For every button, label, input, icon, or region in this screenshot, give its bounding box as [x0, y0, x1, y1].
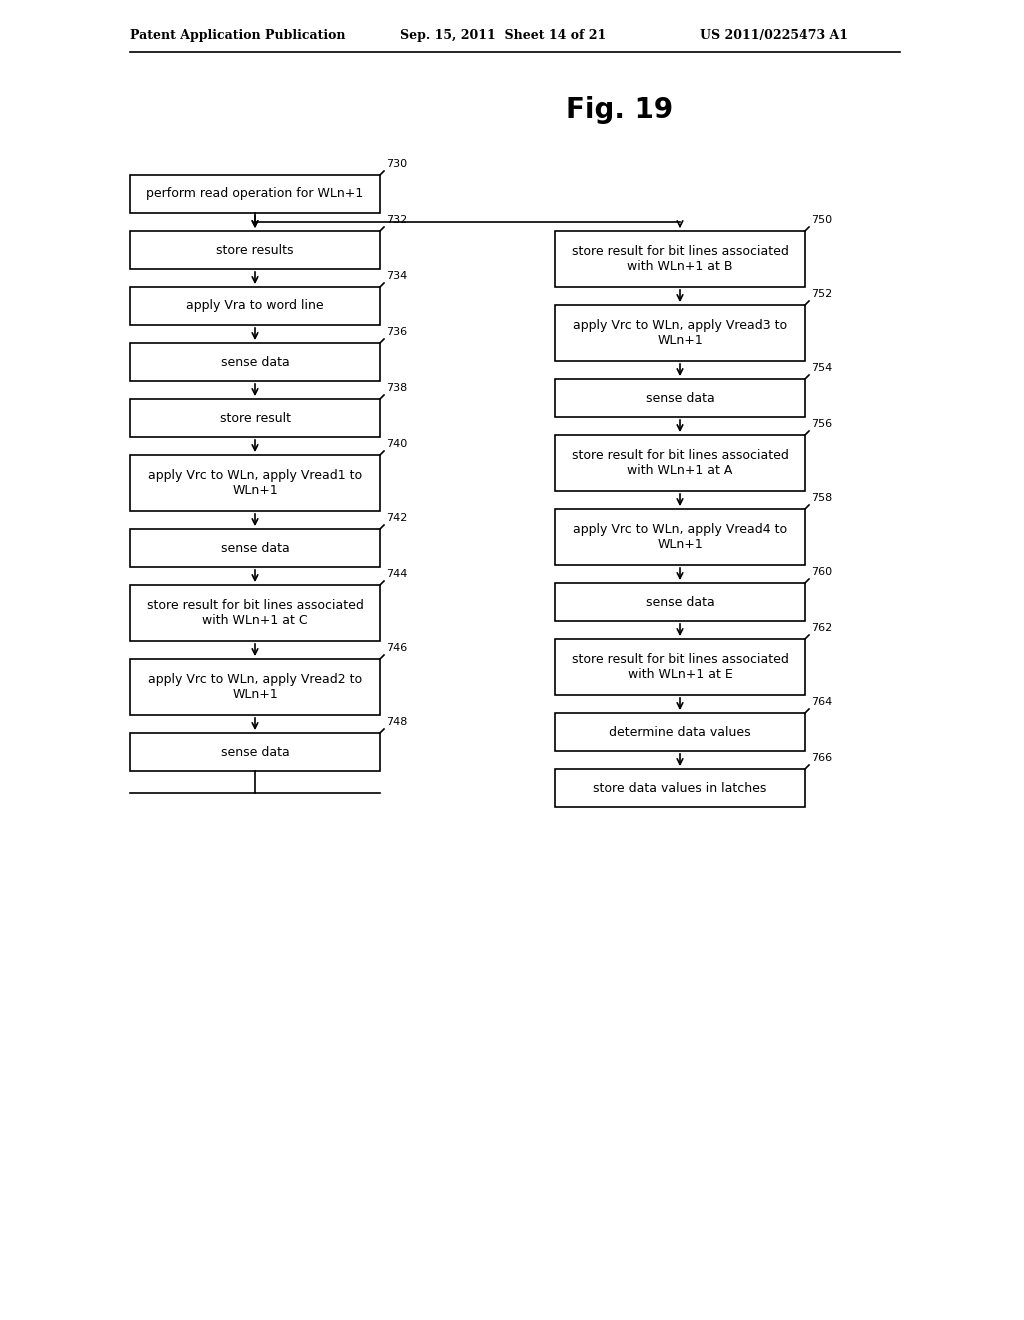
Bar — [555, 713, 805, 751]
Text: Patent Application Publication: Patent Application Publication — [130, 29, 345, 41]
Bar — [130, 286, 380, 325]
Bar — [555, 583, 805, 620]
Text: 734: 734 — [386, 271, 408, 281]
Text: 730: 730 — [386, 158, 408, 169]
Text: store result: store result — [219, 412, 291, 425]
Bar — [130, 529, 380, 568]
Text: 762: 762 — [811, 623, 833, 634]
Text: 744: 744 — [386, 569, 408, 579]
Text: 752: 752 — [811, 289, 833, 300]
Bar — [555, 510, 805, 565]
Text: store data values in latches: store data values in latches — [593, 781, 767, 795]
Text: 738: 738 — [386, 383, 408, 393]
Text: store result for bit lines associated
with WLn+1 at A: store result for bit lines associated wi… — [571, 449, 788, 477]
Text: sense data: sense data — [220, 746, 290, 759]
Text: 740: 740 — [386, 440, 408, 449]
Bar — [555, 639, 805, 696]
Text: sense data: sense data — [220, 541, 290, 554]
Text: Sep. 15, 2011  Sheet 14 of 21: Sep. 15, 2011 Sheet 14 of 21 — [400, 29, 606, 41]
Bar — [130, 176, 380, 213]
Text: perform read operation for WLn+1: perform read operation for WLn+1 — [146, 187, 364, 201]
Text: store result for bit lines associated
with WLn+1 at E: store result for bit lines associated wi… — [571, 653, 788, 681]
Text: apply Vrc to WLn, apply Vread1 to
WLn+1: apply Vrc to WLn, apply Vread1 to WLn+1 — [147, 469, 362, 498]
Bar — [130, 585, 380, 642]
Bar — [555, 379, 805, 417]
Text: 760: 760 — [811, 568, 833, 577]
Bar — [555, 770, 805, 807]
Text: 746: 746 — [386, 643, 408, 653]
Text: 736: 736 — [386, 327, 408, 337]
Text: 764: 764 — [811, 697, 833, 708]
Text: 748: 748 — [386, 717, 408, 727]
Bar — [130, 399, 380, 437]
Text: 742: 742 — [386, 513, 408, 523]
Text: store result for bit lines associated
with WLn+1 at C: store result for bit lines associated wi… — [146, 599, 364, 627]
Text: apply Vra to word line: apply Vra to word line — [186, 300, 324, 313]
Bar — [130, 455, 380, 511]
Text: apply Vrc to WLn, apply Vread4 to
WLn+1: apply Vrc to WLn, apply Vread4 to WLn+1 — [573, 523, 787, 550]
Text: US 2011/0225473 A1: US 2011/0225473 A1 — [700, 29, 848, 41]
Bar — [555, 436, 805, 491]
Text: Fig. 19: Fig. 19 — [566, 96, 674, 124]
Bar — [555, 305, 805, 360]
Text: 756: 756 — [811, 418, 833, 429]
Text: 758: 758 — [811, 492, 833, 503]
Text: 754: 754 — [811, 363, 833, 374]
Text: 766: 766 — [811, 752, 833, 763]
Text: sense data: sense data — [645, 595, 715, 609]
Bar — [555, 231, 805, 286]
Bar — [130, 231, 380, 269]
Text: store result for bit lines associated
with WLn+1 at B: store result for bit lines associated wi… — [571, 246, 788, 273]
Bar — [130, 659, 380, 715]
Text: store results: store results — [216, 243, 294, 256]
Text: apply Vrc to WLn, apply Vread2 to
WLn+1: apply Vrc to WLn, apply Vread2 to WLn+1 — [147, 673, 362, 701]
Text: apply Vrc to WLn, apply Vread3 to
WLn+1: apply Vrc to WLn, apply Vread3 to WLn+1 — [573, 319, 787, 347]
Text: sense data: sense data — [645, 392, 715, 404]
Text: 750: 750 — [811, 215, 833, 224]
Bar — [130, 733, 380, 771]
Bar — [130, 343, 380, 381]
Text: sense data: sense data — [220, 355, 290, 368]
Text: 732: 732 — [386, 215, 408, 224]
Text: determine data values: determine data values — [609, 726, 751, 738]
